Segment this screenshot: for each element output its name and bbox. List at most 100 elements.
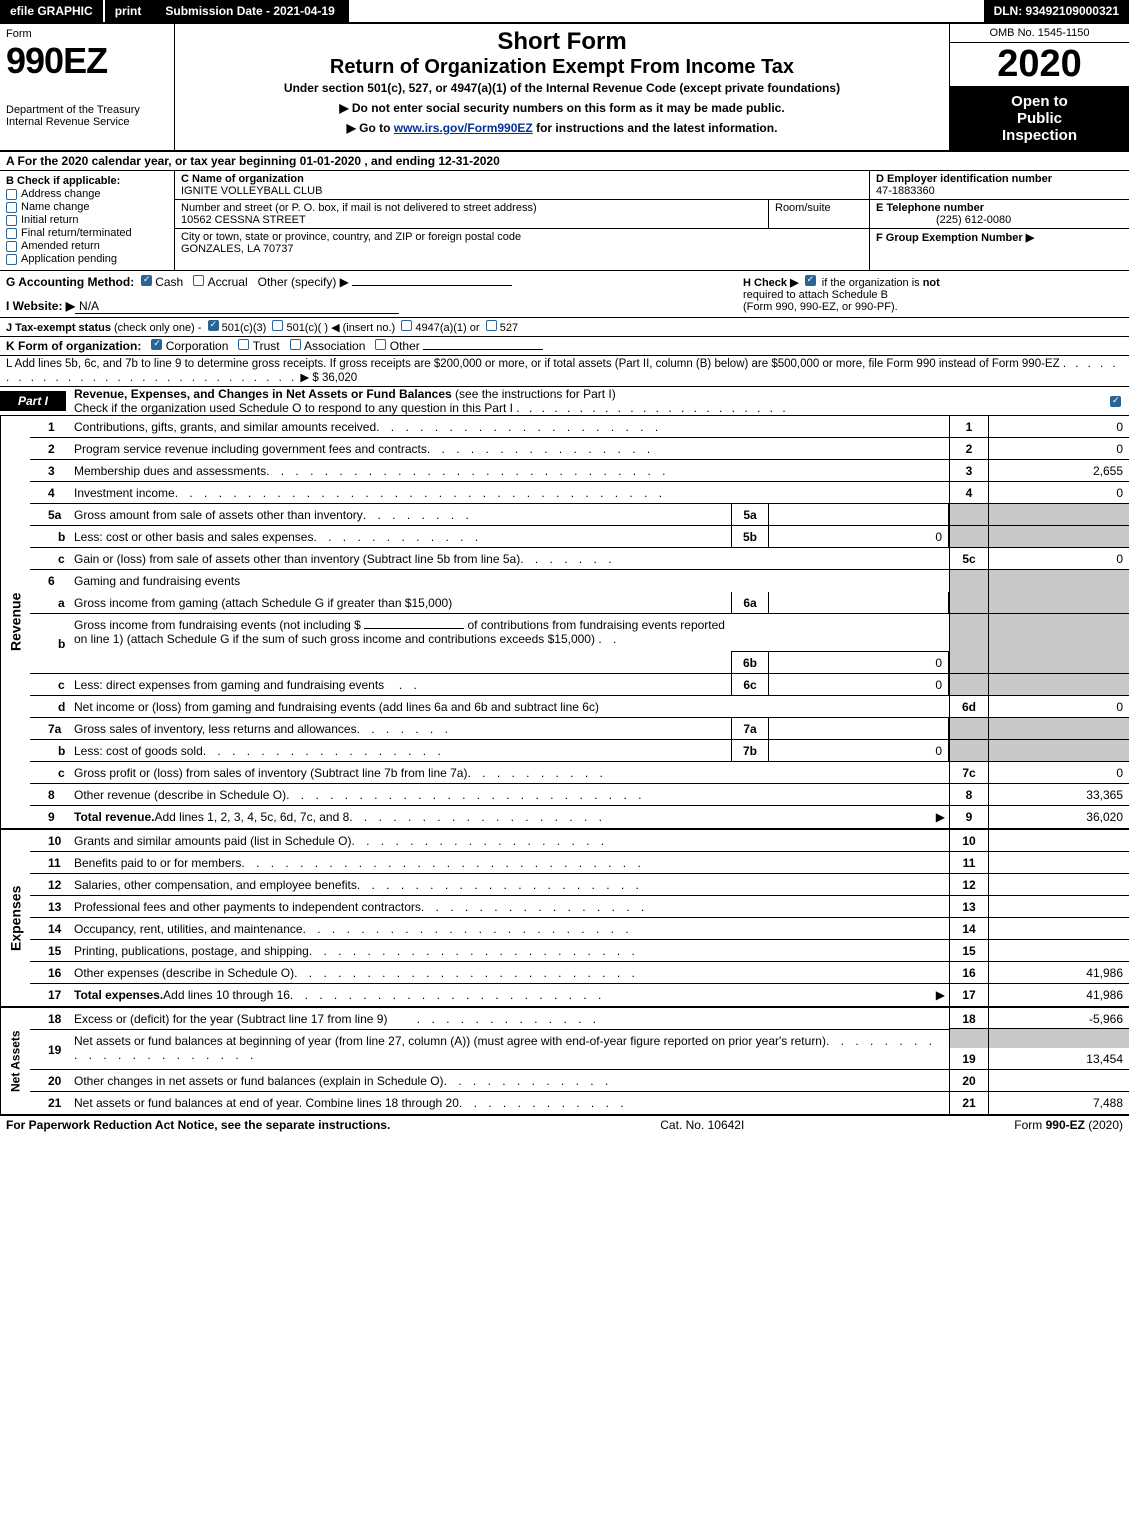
chk-name-change[interactable]: Name change	[6, 201, 168, 213]
chk-527[interactable]	[486, 320, 497, 331]
chk-amended-return[interactable]: Amended return	[6, 240, 168, 252]
accounting-label: G Accounting Method:	[6, 275, 134, 289]
line-16-rv: 41,986	[989, 962, 1129, 983]
chk-schedule-b[interactable]	[805, 275, 816, 286]
chk-accrual[interactable]	[193, 275, 204, 286]
line-18-rn: 18	[949, 1008, 989, 1029]
row-a-calendar: A For the 2020 calendar year, or tax yea…	[0, 152, 1129, 171]
line-15-rn: 15	[949, 940, 989, 961]
row-l-text: L Add lines 5b, 6c, and 7b to line 9 to …	[6, 358, 1060, 370]
chk-address-change[interactable]: Address change	[6, 188, 168, 200]
note-link-post: for instructions and the latest informat…	[533, 121, 778, 135]
part-1-header: Part I Revenue, Expenses, and Changes in…	[0, 387, 1129, 416]
line-21-rv: 7,488	[989, 1092, 1129, 1114]
line-14-num: 14	[30, 918, 70, 939]
chk-final-return[interactable]: Final return/terminated	[6, 227, 168, 239]
efile-button[interactable]: efile GRAPHIC	[0, 0, 105, 22]
other-input[interactable]	[352, 285, 512, 286]
chk-trust[interactable]	[238, 339, 249, 350]
line-14-rn: 14	[949, 918, 989, 939]
line-10-rn: 10	[949, 830, 989, 851]
phone-value: (225) 612-0080	[876, 214, 1011, 226]
print-button[interactable]: print	[105, 0, 152, 22]
line-17-rn: 17	[949, 984, 989, 1006]
line-7b-mv: 0	[769, 740, 949, 761]
net-assets-side-label: Net Assets	[0, 1008, 30, 1114]
tax-exempt-note: (check only one) -	[114, 322, 201, 334]
chk-501c3-label: 501(c)(3)	[222, 322, 267, 334]
suite-label: Room/suite	[775, 202, 831, 214]
checkbox-icon	[6, 228, 17, 239]
city-label: City or town, state or province, country…	[181, 231, 521, 243]
h-check-label: H Check ▶	[743, 277, 799, 289]
phone-label: E Telephone number	[876, 202, 984, 214]
chk-501c3[interactable]	[208, 320, 219, 331]
line-19-desc: Net assets or fund balances at beginning…	[74, 1034, 826, 1048]
chk-application-pending[interactable]: Application pending	[6, 253, 168, 265]
chk-501c[interactable]	[272, 320, 283, 331]
line-3-desc: Membership dues and assessments	[74, 464, 266, 478]
chk-other-org[interactable]	[375, 339, 386, 350]
line-17: 17 Total expenses. Add lines 10 through …	[30, 984, 1129, 1006]
chk-4947-label: 4947(a)(1) or	[415, 322, 479, 334]
chk-name-label: Name change	[21, 201, 90, 213]
group-exemption-label: F Group Exemption Number ▶	[876, 232, 1034, 244]
line-5b-mn: 5b	[731, 526, 769, 547]
chk-initial-return[interactable]: Initial return	[6, 214, 168, 226]
line-13: 13 Professional fees and other payments …	[30, 896, 1129, 918]
line-14-rv	[989, 918, 1129, 939]
line-6c-mn: 6c	[731, 674, 769, 695]
net-assets-section: Net Assets 18 Excess or (deficit) for th…	[0, 1008, 1129, 1116]
tax-exempt-label: J Tax-exempt status	[6, 322, 111, 334]
line-6b-rn-grey	[949, 614, 989, 673]
chk-other-label: Other (specify) ▶	[258, 275, 349, 289]
website-value: N/A	[75, 299, 399, 314]
line-21-num: 21	[30, 1092, 70, 1114]
line-7a: 7a Gross sales of inventory, less return…	[30, 718, 1129, 740]
line-5a-mn: 5a	[731, 504, 769, 525]
chk-cash[interactable]	[141, 275, 152, 286]
line-19: 19 Net assets or fund balances at beginn…	[30, 1030, 1129, 1070]
line-4-rv: 0	[989, 482, 1129, 503]
line-2-num: 2	[30, 438, 70, 459]
row-g-h: G Accounting Method: Cash Accrual Other …	[0, 271, 1129, 318]
line-11-rv	[989, 852, 1129, 873]
line-19-grey-val	[989, 1028, 1129, 1048]
chk-4947[interactable]	[401, 320, 412, 331]
line-6a-mv	[769, 592, 949, 613]
form-org-label: K Form of organization:	[6, 339, 141, 353]
dln: DLN: 93492109000321	[984, 0, 1129, 22]
checkbox-icon	[6, 189, 17, 200]
ein-label: D Employer identification number	[876, 173, 1052, 185]
line-5b-mv: 0	[769, 526, 949, 547]
irs-link[interactable]: www.irs.gov/Form990EZ	[394, 121, 533, 135]
line-7b-mn: 7b	[731, 740, 769, 761]
h-txt1: if the organization is	[822, 277, 923, 289]
line-10: 10 Grants and similar amounts paid (list…	[30, 830, 1129, 852]
line-2-desc: Program service revenue including govern…	[74, 442, 427, 456]
header-left: Form 990EZ Department of the Treasury In…	[0, 24, 175, 150]
line-7b-rn-grey	[949, 740, 989, 761]
line-5a-rn-grey	[949, 504, 989, 525]
omb-number: OMB No. 1545-1150	[950, 24, 1129, 43]
row-h: H Check ▶ if the organization is not req…	[743, 275, 1123, 313]
line-6c-rn-grey	[949, 674, 989, 695]
open-line-1: Open to	[952, 93, 1127, 110]
chk-schedule-o[interactable]	[1110, 396, 1121, 407]
line-9: 9 Total revenue. Add lines 1, 2, 3, 4, 5…	[30, 806, 1129, 828]
other-org-input[interactable]	[423, 349, 543, 350]
chk-amended-label: Amended return	[21, 240, 100, 252]
line-8-desc: Other revenue (describe in Schedule O)	[74, 788, 286, 802]
chk-association[interactable]	[290, 339, 301, 350]
checkbox-icon	[6, 241, 17, 252]
line-17-rv: 41,986	[989, 984, 1129, 1006]
line-17-num: 17	[30, 984, 70, 1006]
line-19-grey-box	[949, 1028, 989, 1048]
line-9-rv: 36,020	[989, 806, 1129, 828]
line-10-rv	[989, 830, 1129, 851]
header-right: OMB No. 1545-1150 2020 Open to Public In…	[949, 24, 1129, 150]
line-7a-rn-grey	[949, 718, 989, 739]
expenses-section: Expenses 10 Grants and similar amounts p…	[0, 830, 1129, 1008]
checkbox-icon	[6, 202, 17, 213]
chk-corporation[interactable]	[151, 339, 162, 350]
